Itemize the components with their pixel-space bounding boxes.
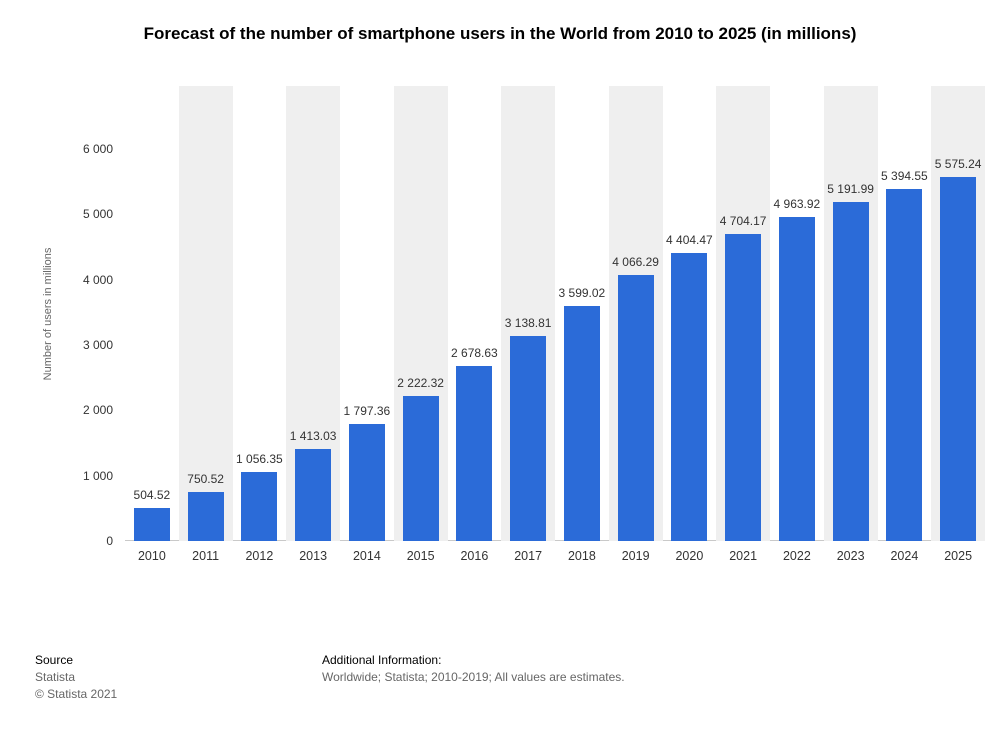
chart-column: 3 138.81 2017	[501, 86, 555, 563]
additional-info-label: Additional Information:	[322, 653, 442, 667]
bar-value-label: 1 797.36	[343, 403, 391, 418]
bar-value-label: 3 138.81	[504, 316, 552, 330]
source-block: Source Statista © Statista 2021	[35, 652, 322, 703]
chart-title: Forecast of the number of smartphone use…	[143, 24, 857, 43]
y-tick-label: 2 000	[82, 403, 113, 418]
chart-column: 5 575.24 2025	[931, 86, 985, 563]
x-tick-label: 2020	[675, 549, 704, 563]
bar-value-label: 5 575.24	[934, 156, 982, 171]
footer: Source Statista © Statista 2021 Addition…	[35, 652, 625, 703]
chart-column: 4 963.92 2022	[770, 86, 824, 563]
source-name: Statista	[35, 670, 76, 684]
bar-value-label: 4 066.29	[612, 255, 659, 270]
bar	[241, 472, 278, 541]
bar	[295, 448, 332, 541]
x-tick-label: 2012	[245, 549, 274, 563]
bar-value-label: 5 394.55	[881, 168, 928, 183]
chart-column: 1 056.35 2012	[233, 86, 287, 563]
y-tick-label: 3 000	[82, 338, 113, 352]
chart-column: 2 678.63 2016	[448, 86, 502, 563]
bar	[886, 188, 923, 541]
bar	[187, 492, 224, 541]
x-tick-label: 2011	[192, 549, 220, 563]
x-tick-label: 2010	[137, 549, 166, 563]
bar-value-label: 1 056.35	[236, 452, 283, 466]
chart-column: 750.52 2011	[178, 86, 233, 563]
bar-value-label: 3 599.02	[558, 285, 606, 300]
source-label: Source	[35, 653, 74, 667]
bar-value-label: 2 678.63	[451, 346, 498, 360]
bar	[456, 366, 493, 541]
bar	[778, 216, 815, 541]
bar-value-label: 1 413.03	[289, 428, 337, 443]
bar	[133, 508, 170, 541]
x-tick-label: 2022	[782, 549, 811, 563]
chart-column: 504.52 2010	[125, 86, 179, 563]
bar-value-label: 5 191.99	[827, 181, 874, 196]
y-tick-label: 6 000	[82, 142, 113, 156]
bar	[832, 201, 869, 541]
y-tick-label: 5 000	[82, 207, 113, 222]
bar	[617, 275, 654, 541]
x-tick-label: 2024	[890, 549, 919, 563]
x-tick-label: 2019	[621, 549, 650, 563]
bar	[725, 233, 762, 541]
bar-value-label: 4 404.47	[666, 233, 713, 248]
x-tick-label: 2013	[299, 549, 328, 563]
chart-column: 1 797.36 2014	[340, 86, 394, 563]
chart-column: 2 222.32 2015	[393, 86, 448, 563]
chart-column: 4 404.47 2020	[663, 86, 717, 563]
chart-column: 4 704.17 2021	[716, 86, 770, 563]
bar	[940, 176, 977, 541]
bar	[671, 253, 708, 541]
chart-column: 5 191.99 2023	[823, 86, 878, 563]
additional-info-block: Additional Information: Worldwide; Stati…	[322, 652, 625, 703]
x-tick-label: 2018	[567, 549, 596, 563]
chart-column: 4 066.29 2019	[608, 86, 663, 563]
y-axis: 0 1 000 2 000 3 000 4 000 5 000 6 000	[0, 86, 113, 548]
additional-info-text: Worldwide; Statista; 2010-2019; All valu…	[322, 670, 625, 684]
bar	[348, 423, 385, 541]
x-tick-label: 2017	[514, 549, 543, 563]
y-tick-label: 0	[106, 534, 113, 548]
y-tick-label: 4 000	[82, 272, 113, 287]
bar-value-label: 504.52	[133, 488, 171, 502]
x-tick-label: 2015	[406, 549, 435, 563]
copyright: © Statista 2021	[35, 687, 118, 701]
x-tick-label: 2025	[944, 549, 973, 563]
bar-value-label: 750.52	[187, 472, 224, 486]
chart-column: 3 599.02 2018	[555, 86, 609, 563]
bar	[402, 395, 439, 541]
bar-value-label: 4 704.17	[719, 213, 767, 228]
bar-value-label: 2 222.32	[397, 375, 444, 390]
chart-column: 5 394.55 2024	[878, 86, 932, 563]
plot-area: 504.52 2010 750.52 2011 1 056.35 2012 1 413.03…	[125, 86, 985, 563]
x-tick-label: 2014	[352, 549, 381, 563]
x-tick-label: 2021	[729, 549, 758, 563]
x-tick-label: 2016	[460, 549, 489, 563]
chart-column: 1 413.03 2013	[286, 86, 340, 563]
x-tick-label: 2023	[836, 549, 865, 563]
bar	[563, 305, 600, 541]
y-tick-label: 1 000	[82, 468, 113, 483]
bar	[510, 336, 547, 541]
bar-value-label: 4 963.92	[773, 196, 821, 211]
